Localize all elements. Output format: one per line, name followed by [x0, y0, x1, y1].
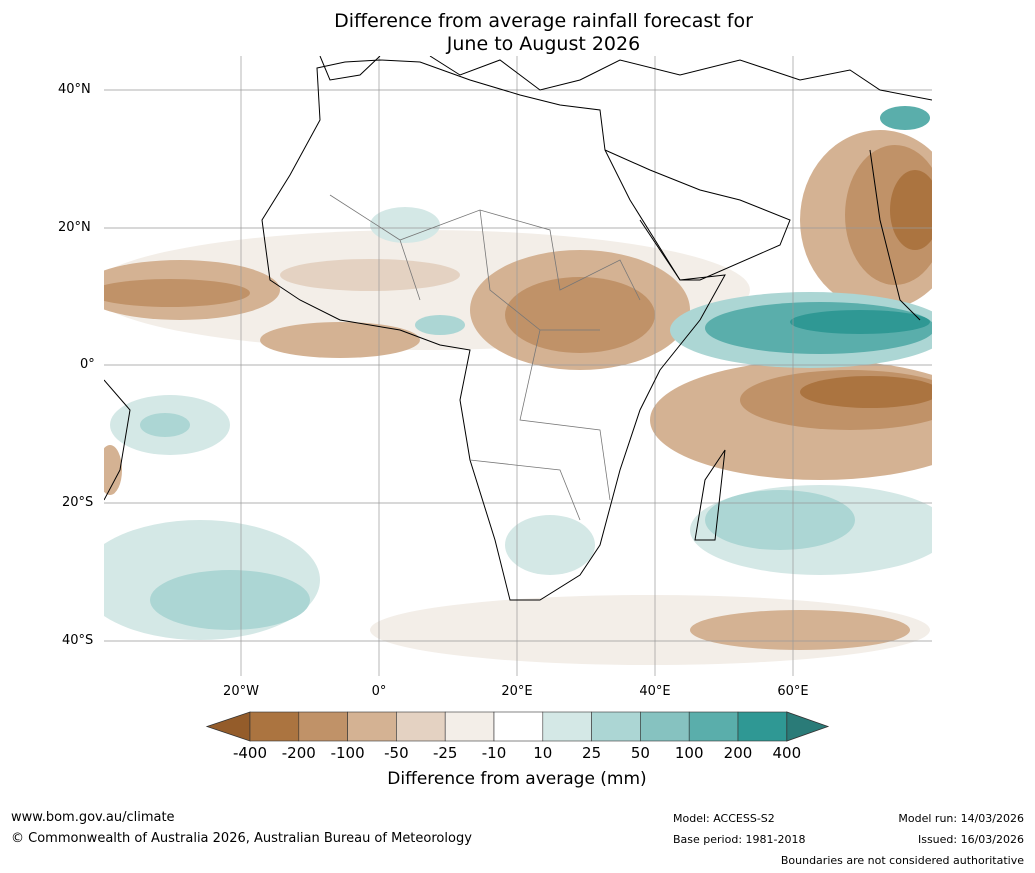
anomaly-shading	[104, 106, 932, 665]
colorbar-tick-label: -10	[481, 744, 507, 762]
colorbar-tick-label: -25	[432, 744, 458, 762]
lat-label: 20°N	[58, 220, 91, 235]
colorbar-segment	[249, 711, 300, 742]
lat-label: 20°S	[62, 495, 94, 510]
map-title: Difference from average rainfall forecas…	[0, 10, 1035, 56]
colorbar-tick-label: -100	[330, 744, 365, 762]
anomaly-region	[505, 515, 595, 575]
graticule	[104, 56, 932, 676]
colorbar-segment	[493, 711, 544, 742]
lon-label: 60°E	[777, 684, 809, 699]
anomaly-region	[104, 445, 122, 495]
south-america-coast	[104, 379, 131, 501]
colorbar-title: Difference from average (mm)	[387, 769, 647, 789]
issued-text: Issued: 16/03/2026	[917, 833, 1024, 846]
anomaly-region	[280, 259, 460, 291]
anomaly-region	[690, 610, 910, 650]
madagascar-outline	[694, 449, 726, 541]
africa-outline	[261, 59, 726, 601]
colorbar-segment	[640, 711, 690, 742]
lon-label: 20°E	[501, 684, 533, 699]
model-run-text: Model run: 14/03/2026	[898, 812, 1024, 825]
colorbar-under-arrow	[205, 711, 251, 742]
anomaly-region	[800, 376, 932, 408]
anomaly-region	[260, 322, 420, 358]
colorbar-tick-label: 100	[674, 744, 704, 762]
colorbar-tick-label: 400	[772, 744, 802, 762]
colorbar-segment	[347, 711, 397, 742]
colorbar-segment	[591, 711, 641, 742]
colorbar-segment	[444, 711, 495, 742]
anomaly-region	[505, 277, 655, 353]
india-coast	[869, 149, 921, 321]
anomaly-region	[880, 106, 930, 130]
country-borders	[329, 194, 641, 521]
colorbar-segment	[542, 711, 592, 742]
colorbar-segment	[737, 711, 788, 742]
lon-label: 0°	[371, 684, 387, 699]
title-line-1: Difference from average rainfall forecas…	[334, 10, 753, 32]
colorbar-tick-label: 50	[630, 744, 650, 762]
colorbar-tick-label: -50	[384, 744, 409, 762]
anomaly-region	[890, 170, 932, 250]
anomaly-region	[415, 315, 465, 335]
anomaly-region	[140, 413, 190, 437]
lat-label: 40°N	[58, 82, 91, 97]
copyright-text: © Commonwealth of Australia 2026, Austra…	[11, 831, 472, 846]
title-line-2: June to August 2026	[446, 33, 641, 55]
lat-label: 0°	[80, 357, 95, 372]
anomaly-region	[790, 310, 930, 334]
colorbar-tick-label: 10	[533, 744, 553, 762]
arabia-outline	[604, 149, 791, 281]
colorbar-tick-label: -200	[281, 744, 316, 762]
colorbar-tick-label: 200	[723, 744, 753, 762]
anomaly-region	[150, 570, 310, 630]
europe-coast	[319, 56, 932, 101]
lon-label: 40°E	[639, 684, 671, 699]
colorbar-segment	[688, 711, 739, 742]
colorbar-over-arrow	[786, 711, 830, 742]
anomaly-region	[370, 207, 440, 243]
model-text: Model: ACCESS-S2	[673, 812, 775, 825]
anomaly-region	[104, 279, 250, 307]
website-link[interactable]: www.bom.gov.au/climate	[11, 810, 175, 825]
anomaly-region	[705, 490, 855, 550]
lon-label: 20°W	[223, 684, 259, 699]
colorbar-tick-label: -400	[232, 744, 268, 762]
lat-label: 40°S	[62, 633, 94, 648]
colorbar-segment	[396, 711, 446, 742]
disclaimer-text: Boundaries are not considered authoritat…	[780, 854, 1024, 867]
coastlines	[104, 56, 932, 601]
colorbar-segment	[298, 711, 348, 742]
base-period-text: Base period: 1981-2018	[673, 833, 806, 846]
colorbar-tick-label: 25	[582, 744, 602, 762]
